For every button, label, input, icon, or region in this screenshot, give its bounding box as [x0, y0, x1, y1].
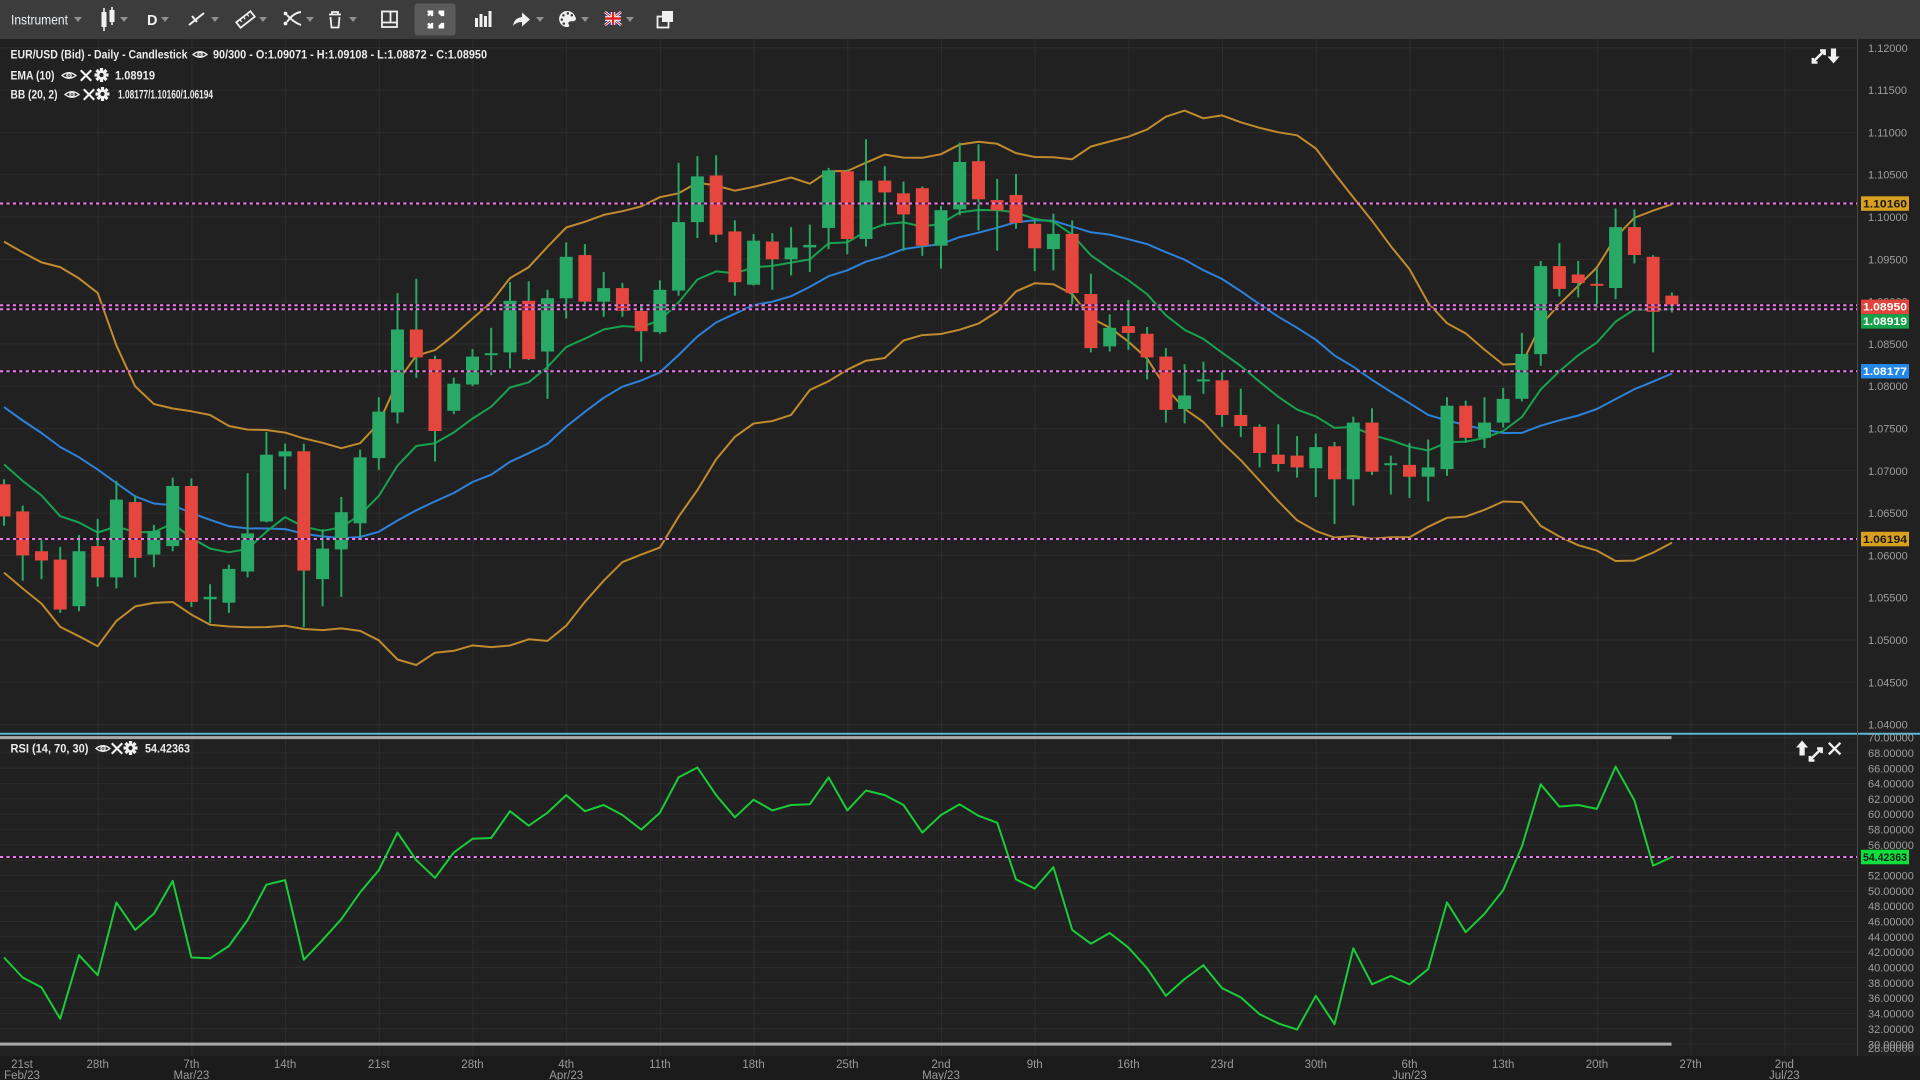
svg-text:21st: 21st — [11, 1059, 34, 1071]
svg-text:32.00000: 32.00000 — [1868, 1024, 1914, 1036]
svg-text:BB (20, 2): BB (20, 2) — [11, 88, 58, 102]
svg-text:May/23: May/23 — [922, 1070, 960, 1080]
svg-text:30th: 30th — [1305, 1059, 1327, 1071]
svg-text:EUR/USD (Bid) - Daily - Candle: EUR/USD (Bid) - Daily - Candlestick — [11, 48, 188, 62]
svg-text:50.00000: 50.00000 — [1868, 886, 1914, 898]
svg-text:1.08177: 1.08177 — [1863, 366, 1907, 378]
svg-text:56.00000: 56.00000 — [1868, 840, 1914, 852]
svg-text:28th: 28th — [87, 1059, 109, 1071]
svg-text:21st: 21st — [368, 1059, 391, 1071]
svg-text:11th: 11th — [649, 1059, 671, 1071]
svg-text:1.05500: 1.05500 — [1868, 593, 1908, 605]
svg-text:Apr/23: Apr/23 — [549, 1070, 583, 1080]
svg-text:28th: 28th — [461, 1059, 483, 1071]
svg-text:42.00000: 42.00000 — [1868, 947, 1914, 959]
svg-text:1.08500: 1.08500 — [1868, 339, 1908, 351]
svg-text:58.00000: 58.00000 — [1868, 825, 1914, 837]
svg-text:Feb/23: Feb/23 — [4, 1070, 40, 1080]
svg-text:1.05000: 1.05000 — [1868, 635, 1908, 647]
svg-text:6th: 6th — [1402, 1059, 1418, 1071]
svg-text:70.00000: 70.00000 — [1868, 733, 1914, 745]
svg-text:14th: 14th — [274, 1059, 296, 1071]
svg-text:13th: 13th — [1492, 1059, 1514, 1071]
svg-text:2nd: 2nd — [931, 1059, 950, 1071]
svg-text:1.10160: 1.10160 — [1863, 198, 1907, 210]
svg-text:1.04500: 1.04500 — [1868, 677, 1908, 689]
svg-text:1.06500: 1.06500 — [1868, 508, 1908, 520]
svg-text:28.00000: 28.00000 — [1868, 1043, 1914, 1055]
svg-text:38.00000: 38.00000 — [1868, 978, 1914, 990]
svg-text:20th: 20th — [1586, 1059, 1608, 1071]
svg-text:1.08177/1.10160/1.06194: 1.08177/1.10160/1.06194 — [118, 88, 213, 102]
svg-text:30.00000: 30.00000 — [1868, 1040, 1914, 1052]
svg-text:25th: 25th — [836, 1059, 858, 1071]
svg-text:27th: 27th — [1679, 1059, 1701, 1071]
svg-text:D: D — [147, 13, 157, 29]
svg-text:2nd: 2nd — [1775, 1059, 1794, 1071]
svg-text:90/300 - O:1.09071 - H:1.09108: 90/300 - O:1.09071 - H:1.09108 - L:1.088… — [213, 48, 487, 62]
svg-text:18th: 18th — [742, 1059, 764, 1071]
svg-text:9th: 9th — [1027, 1059, 1043, 1071]
svg-text:1.08950: 1.08950 — [1863, 302, 1907, 314]
svg-text:60.00000: 60.00000 — [1868, 809, 1914, 821]
svg-text:64.00000: 64.00000 — [1868, 779, 1914, 791]
svg-text:RSI (14, 70, 30): RSI (14, 70, 30) — [11, 742, 89, 756]
svg-text:68.00000: 68.00000 — [1868, 748, 1914, 760]
svg-text:52.00000: 52.00000 — [1868, 871, 1914, 883]
svg-text:Jul/23: Jul/23 — [1769, 1070, 1800, 1080]
svg-text:48.00000: 48.00000 — [1868, 901, 1914, 913]
svg-text:1.10000: 1.10000 — [1868, 212, 1908, 224]
svg-text:1.07500: 1.07500 — [1868, 424, 1908, 436]
svg-text:7th: 7th — [183, 1059, 199, 1071]
svg-text:1.07000: 1.07000 — [1868, 466, 1908, 478]
svg-text:1.12000: 1.12000 — [1868, 43, 1908, 55]
svg-text:EMA (10): EMA (10) — [11, 69, 55, 83]
svg-text:66.00000: 66.00000 — [1868, 763, 1914, 775]
svg-text:1.11500: 1.11500 — [1868, 85, 1907, 97]
svg-text:1.06000: 1.06000 — [1868, 550, 1908, 562]
svg-text:36.00000: 36.00000 — [1868, 993, 1914, 1005]
svg-text:62.00000: 62.00000 — [1868, 794, 1914, 806]
svg-text:1.08000: 1.08000 — [1868, 381, 1908, 393]
svg-text:1.08919: 1.08919 — [1863, 316, 1907, 328]
svg-text:23rd: 23rd — [1211, 1059, 1234, 1071]
svg-text:44.00000: 44.00000 — [1868, 932, 1914, 944]
svg-text:1.08919: 1.08919 — [115, 69, 155, 83]
svg-text:16th: 16th — [1117, 1059, 1139, 1071]
svg-text:34.00000: 34.00000 — [1868, 1009, 1914, 1021]
svg-text:1.09500: 1.09500 — [1868, 254, 1908, 266]
svg-text:Mar/23: Mar/23 — [174, 1070, 210, 1080]
svg-text:1.06194: 1.06194 — [1863, 534, 1908, 546]
svg-text:1.11000: 1.11000 — [1868, 127, 1907, 139]
svg-text:1.04000: 1.04000 — [1868, 720, 1908, 732]
svg-text:Instrument: Instrument — [11, 12, 68, 28]
svg-text:Jun/23: Jun/23 — [1392, 1070, 1427, 1080]
svg-text:54.42363: 54.42363 — [145, 742, 190, 756]
svg-text:54.42363: 54.42363 — [1863, 852, 1907, 864]
svg-text:40.00000: 40.00000 — [1868, 963, 1914, 975]
svg-text:1.10500: 1.10500 — [1868, 170, 1908, 182]
svg-text:4th: 4th — [558, 1059, 574, 1071]
svg-text:46.00000: 46.00000 — [1868, 917, 1914, 929]
